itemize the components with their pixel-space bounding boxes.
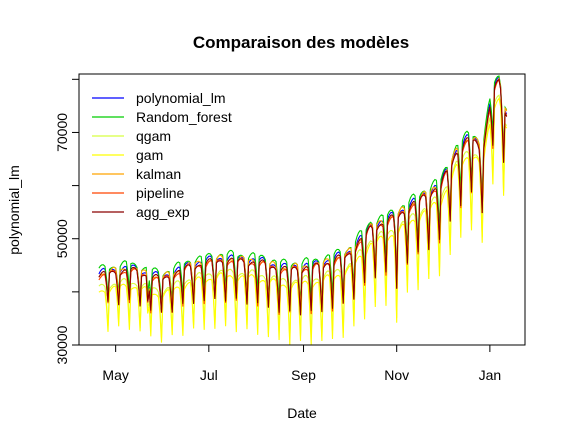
legend-label: agg_exp [136,204,190,220]
chart-title: Comparaison des modèles [193,33,409,52]
x-axis-label: Date [287,405,317,421]
x-tick-label: Sep [291,367,316,383]
x-axis: May Jul Sep Nov Jan [102,344,502,383]
y-axis: 30000 50000 70000 [54,78,80,364]
legend-label: qgam [136,128,171,144]
series-line-gam [98,97,508,346]
x-tick-label: Nov [384,367,409,383]
y-tick-label: 70000 [54,113,70,152]
legend-label: Random_forest [136,109,232,125]
y-tick-label: 50000 [54,219,70,258]
y-axis-label: polynomial_lm [6,165,22,254]
x-tick-label: Jan [479,367,502,383]
legend-label: pipeline [136,185,184,201]
legend-label: gam [136,147,163,163]
series-line-agg-exp [98,78,508,316]
y-tick-label: 30000 [54,325,70,364]
x-tick-label: May [102,367,128,383]
legend-label: polynomial_lm [136,90,225,106]
legend-label: kalman [136,166,181,182]
x-tick-label: Jul [200,367,218,383]
series-lines [98,75,508,346]
